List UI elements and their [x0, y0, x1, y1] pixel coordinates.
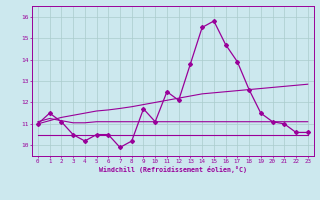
- X-axis label: Windchill (Refroidissement éolien,°C): Windchill (Refroidissement éolien,°C): [99, 166, 247, 173]
